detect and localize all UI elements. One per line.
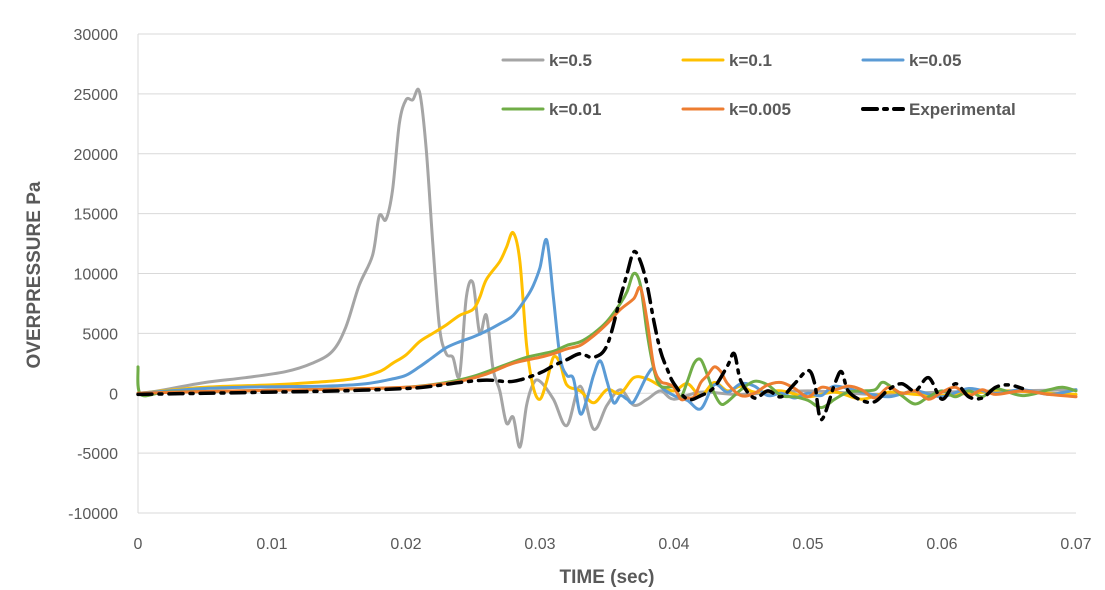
x-tick-label: 0 [134,536,143,553]
x-axis-ticks: 0 0.01 0.02 0.03 0.04 0.05 0.06 0.07 [134,536,1092,553]
legend: k=0.5 k=0.1 k=0.05 k=0.01 k=0.005 Experimenta… [501,51,1016,119]
y-tick-label: 25000 [74,87,119,104]
y-tick-label: -5000 [77,446,118,463]
x-axis-title: TIME (sec) [559,567,654,588]
series-line-k-0-05 [136,237,1078,416]
x-tick-label: 0.04 [658,536,689,553]
y-axis-ticks: 30000 25000 20000 15000 10000 5000 0 -5000 -1000… [68,27,118,523]
y-axis-title: OVERPRESSURE Pa [24,181,45,368]
legend-label: k=0.005 [729,100,791,119]
x-tick-label: 0.05 [792,536,823,553]
x-tick-label: 0.02 [390,536,421,553]
y-tick-label: 30000 [74,27,119,44]
y-tick-label: 5000 [82,326,118,343]
legend-item: k=0.01 [501,100,601,119]
y-tick-label: 20000 [74,147,119,164]
y-tick-label: 0 [109,386,118,403]
legend-label: Experimental [909,100,1016,119]
x-tick-label: 0.06 [926,536,957,553]
x-tick-label: 0.07 [1060,536,1091,553]
y-tick-label: 15000 [74,207,119,224]
legend-item: k=0.005 [681,100,791,119]
legend-item: Experimental [861,100,1016,119]
series-line-k-0-5 [136,87,1078,449]
legend-item: k=0.5 [501,51,592,70]
x-tick-label: 0.01 [256,536,287,553]
legend-label: k=0.01 [549,100,601,119]
series-line-experimental [136,249,1025,422]
series-lines [136,87,1078,449]
legend-item: k=0.05 [861,51,961,70]
x-tick-label: 0.03 [524,536,555,553]
y-tick-label: -10000 [68,506,118,523]
legend-item: k=0.1 [681,51,772,70]
legend-label: k=0.1 [729,51,772,70]
series-line-k-0-005 [136,285,1078,402]
legend-label: k=0.5 [549,51,592,70]
y-tick-label: 10000 [74,267,119,284]
legend-label: k=0.05 [909,51,961,70]
